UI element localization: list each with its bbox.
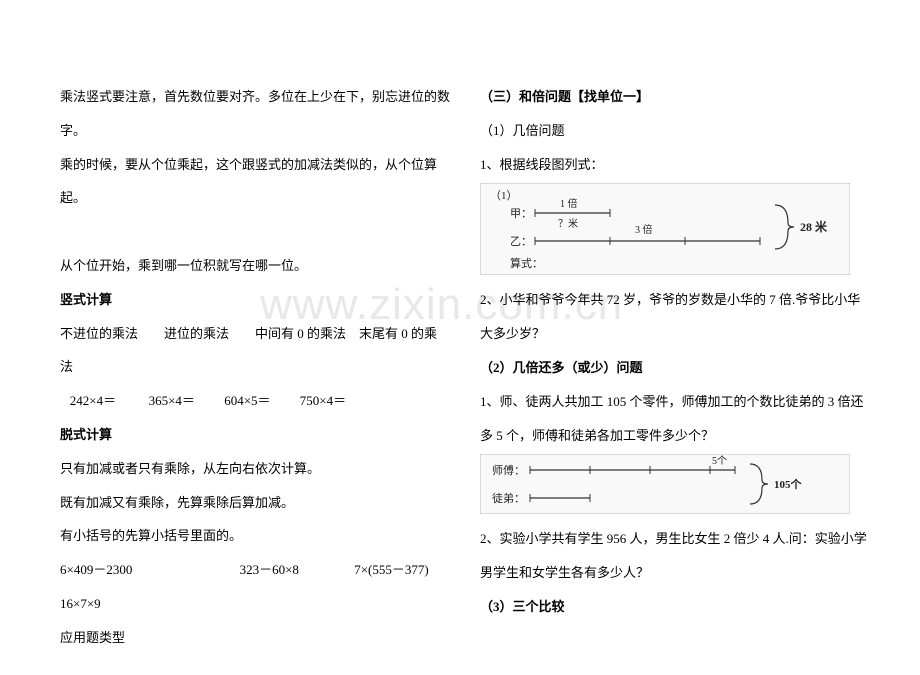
d2-extra: 5个 bbox=[712, 455, 727, 467]
type-mid-zero: 中间有 0 的乘法 bbox=[255, 326, 346, 341]
eq4: 750×4＝ bbox=[300, 393, 346, 408]
problem-4: 2、实验小学共有学生 956 人，男生比女生 2 倍少 4 人.问：实验小学男学… bbox=[480, 522, 870, 590]
eq1: 242×4＝ bbox=[70, 393, 116, 408]
d1-3bei: 3 倍 bbox=[635, 223, 653, 236]
subheading-1: （1）几倍问题 bbox=[480, 114, 870, 148]
problem-1: 1、根据线段图列式： bbox=[480, 148, 870, 182]
right-column: （三）和倍问题【找单位一】 （1）几倍问题 1、根据线段图列式： （1） 甲： … bbox=[480, 80, 870, 655]
eq7: 7×(555－377) bbox=[354, 562, 429, 577]
d2-tu: 徒弟： bbox=[492, 491, 525, 505]
d1-total: 28 米 bbox=[800, 219, 828, 234]
mult-types-row: 不进位的乘法 进位的乘法 中间有 0 的乘法 末尾有 0 的乘法 bbox=[60, 317, 450, 385]
para-rule5: 只有加减或者只有乘除，从左向右依次计算。 bbox=[60, 452, 450, 486]
line-diagram-2: 师傅： 5个 徒弟： 105个 bbox=[480, 454, 870, 514]
two-column-layout: 乘法竖式要注意，首先数位要对齐。多位在上少在下，别忘进位的数字。 乘的时候，要从… bbox=[0, 0, 920, 675]
heading-offstyle-calc: 脱式计算 bbox=[60, 418, 450, 452]
left-column: 乘法竖式要注意，首先数位要对齐。多位在上少在下，别忘进位的数字。 乘的时候，要从… bbox=[60, 80, 450, 655]
d1-formula: 算式： bbox=[510, 256, 543, 270]
para-rule6: 既有加减又有乘除，先算乘除后算加减。 bbox=[60, 486, 450, 520]
d2-total: 105个 bbox=[774, 477, 803, 491]
eq2: 365×4＝ bbox=[149, 393, 195, 408]
d1-rowlabel: （1） bbox=[490, 189, 518, 202]
eq6: 323－60×8 bbox=[240, 562, 299, 577]
heading-more-less: （2）几倍还多（或少）问题 bbox=[480, 351, 870, 385]
type-no-carry: 不进位的乘法 bbox=[60, 326, 138, 341]
type-carry: 进位的乘法 bbox=[164, 326, 229, 341]
heading-sum-multiple: （三）和倍问题【找单位一】 bbox=[480, 80, 870, 114]
line-diagram-1: （1） 甲： 1 倍 ？米 乙： 3 倍 28 米 算式： bbox=[480, 183, 870, 275]
d2-shi: 师傅： bbox=[492, 463, 525, 477]
problem-3: 1、师、徒两人共加工 105 个零件，师傅加工的个数比徒弟的 3 倍还多 5 个… bbox=[480, 385, 870, 453]
d1-unknown: ？米 bbox=[558, 217, 578, 230]
para-rule3: 从个位开始，乘到哪一位积就写在哪一位。 bbox=[60, 249, 450, 283]
equation-row-1: 242×4＝ 365×4＝ 604×5＝ 750×4＝ bbox=[60, 384, 450, 418]
para-rule2: 乘的时候，要从个位乘起，这个跟竖式的加减法类似的，从个位算起。 bbox=[60, 148, 450, 216]
eq5: 6×409－2300 bbox=[60, 562, 132, 577]
heading-vertical-calc: 竖式计算 bbox=[60, 283, 450, 317]
equation-row-2: 6×409－2300 323－60×8 7×(555－377) bbox=[60, 553, 450, 587]
eq3: 604×5＝ bbox=[224, 393, 270, 408]
problem-2: 2、小华和爷爷今年共 72 岁，爷爷的岁数是小华的 7 倍.爷爷比小华大多少岁？ bbox=[480, 283, 870, 351]
d1-yi: 乙： bbox=[510, 235, 532, 248]
d1-1bei: 1 倍 bbox=[560, 197, 578, 210]
d1-jia: 甲： bbox=[510, 208, 532, 220]
para-problem-types: 应用题类型 bbox=[60, 621, 450, 655]
eq8: 16×7×9 bbox=[60, 587, 450, 621]
para-rule1: 乘法竖式要注意，首先数位要对齐。多位在上少在下，别忘进位的数字。 bbox=[60, 80, 450, 148]
para-rule7: 有小括号的先算小括号里面的。 bbox=[60, 519, 450, 553]
heading-three-compare: （3）三个比较 bbox=[480, 590, 870, 624]
